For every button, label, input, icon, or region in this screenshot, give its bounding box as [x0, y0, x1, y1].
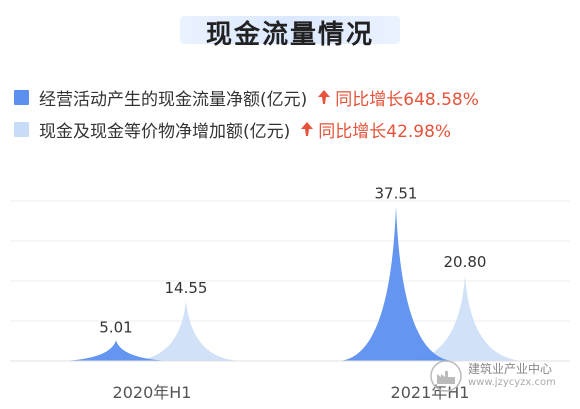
legend-label-series2: 现金及现金等价物净增加额(亿元) — [39, 121, 291, 142]
growth-indicator-series2: 同比增长42.98% — [300, 117, 451, 142]
cashflow-chart: 5.01 37.51 14.55 20.80 2020年H1 2021年H1 — [10, 184, 570, 402]
data-label-series1-2020: 5.01 — [99, 318, 132, 336]
data-label-series1-2021: 37.51 — [375, 184, 418, 202]
legend-swatch-series2 — [14, 121, 29, 137]
growth-indicator-series1: 同比增长648.58% — [317, 85, 479, 110]
spike-series1-2021 — [338, 206, 454, 361]
spike-series2-2020 — [131, 300, 241, 361]
up-arrow-icon — [301, 122, 314, 136]
legend-swatch-series1 — [14, 89, 29, 105]
legend-item-operating-cashflow: 经营活动产生的现金流量净额(亿元) 同比增长648.58% — [14, 84, 479, 110]
data-label-series2-2020: 14.55 — [165, 279, 208, 297]
x-tick-label-2020: 2020年H1 — [113, 383, 192, 402]
factory-logo-icon — [430, 360, 462, 392]
legend-label-series1: 经营活动产生的现金流量净额(亿元) — [39, 89, 308, 110]
growth-text-series1: 同比增长648.58% — [335, 89, 479, 110]
x-tick-label-2021: 2021年H1 — [391, 383, 470, 402]
title-highlight — [180, 16, 400, 44]
page-title: 现金流量情况 — [205, 20, 374, 50]
growth-text-series2: 同比增长42.98% — [318, 121, 452, 142]
watermark-name: 建筑业产业中心 — [468, 362, 553, 376]
watermark: 建筑业产业中心 www.jzycyzx.com — [430, 358, 580, 394]
spike-series1-2020 — [61, 340, 171, 361]
title-area: 现金流量情况 — [0, 6, 580, 50]
watermark-url: www.jzycyzx.com — [468, 377, 556, 388]
up-arrow-icon — [318, 90, 331, 104]
legend-item-cash-net-increase: 现金及现金等价物净增加额(亿元) 同比增长42.98% — [14, 116, 451, 142]
spike-series2-2021 — [405, 275, 525, 361]
data-label-series2-2021: 20.80 — [444, 253, 487, 271]
